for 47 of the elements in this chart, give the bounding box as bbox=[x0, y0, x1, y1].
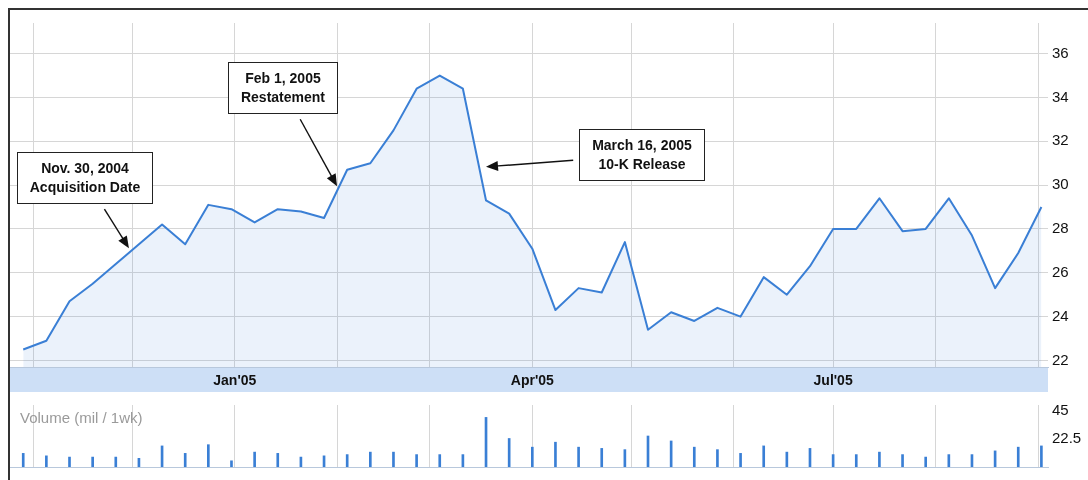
bar bbox=[91, 456, 94, 467]
bar bbox=[739, 453, 742, 467]
bar bbox=[345, 454, 349, 467]
bar bbox=[392, 451, 395, 467]
x-tick-label: Jan'05 bbox=[213, 372, 257, 389]
y-tick-label: 22 bbox=[1052, 350, 1069, 368]
bar bbox=[878, 451, 881, 467]
bar bbox=[577, 446, 580, 467]
bar bbox=[762, 445, 766, 467]
annotation: March 16, 2005 10-K Release bbox=[591, 136, 693, 174]
y-tick-label: 36 bbox=[1052, 43, 1069, 61]
annotation: Nov. 30, 2004 Acquisition Date bbox=[28, 159, 142, 197]
bar bbox=[276, 453, 280, 467]
bar bbox=[854, 454, 858, 467]
y-tick-label: 45 bbox=[1052, 401, 1069, 419]
y-tick-label: 34 bbox=[1052, 87, 1069, 105]
bar bbox=[438, 454, 442, 467]
y-tick-label: 22.5 bbox=[1052, 429, 1082, 447]
bar bbox=[45, 455, 48, 467]
bar bbox=[530, 446, 534, 467]
bar bbox=[1040, 445, 1043, 467]
y-tick-label: 26 bbox=[1052, 262, 1069, 280]
bar bbox=[1016, 446, 1020, 467]
x-tick-label: Jul'05 bbox=[813, 372, 853, 389]
bar bbox=[114, 456, 118, 467]
bar bbox=[183, 453, 187, 467]
bar bbox=[901, 454, 904, 467]
y-tick-label: 28 bbox=[1052, 219, 1069, 237]
bar bbox=[716, 449, 719, 467]
bar bbox=[924, 456, 928, 467]
y-tick-label: 24 bbox=[1052, 306, 1069, 324]
bar bbox=[415, 454, 418, 467]
chart-title: Volume (mil / 1wk) bbox=[20, 408, 143, 426]
bar bbox=[207, 444, 210, 467]
bar bbox=[68, 456, 71, 467]
bar bbox=[253, 451, 256, 467]
x-tick-label: Apr'05 bbox=[510, 372, 555, 389]
bar bbox=[692, 446, 696, 467]
bar bbox=[21, 453, 25, 467]
bar bbox=[600, 448, 604, 467]
bar bbox=[554, 441, 557, 467]
bar bbox=[947, 454, 951, 467]
y-tick-label: 30 bbox=[1052, 175, 1069, 193]
y-tick-label: 32 bbox=[1052, 131, 1069, 149]
bar bbox=[230, 460, 233, 467]
annotation: Feb 1, 2005 Restatement bbox=[239, 69, 326, 107]
bar bbox=[369, 451, 372, 467]
